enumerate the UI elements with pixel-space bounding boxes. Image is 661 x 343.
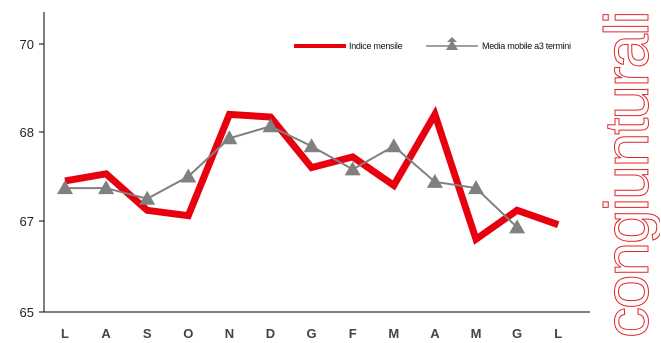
media-mobile-point	[262, 118, 279, 133]
x-tick-label: G	[512, 326, 522, 341]
y-tick-label: 65	[20, 305, 34, 320]
series-line-indice-mensile	[64, 105, 560, 245]
x-tick-label: S	[143, 326, 152, 341]
legend-marker-media-mobile	[447, 37, 457, 42]
media-mobile-point	[344, 161, 361, 176]
media-mobile-point	[180, 168, 197, 183]
series-layer	[57, 105, 560, 245]
x-tick-label: D	[266, 326, 275, 341]
media-mobile-point	[509, 219, 526, 234]
x-tick-label: F	[349, 326, 357, 341]
media-mobile-point	[98, 180, 115, 195]
x-tick-label: L	[554, 326, 562, 341]
x-tick-label: A	[430, 326, 440, 341]
line-chart: 65 67 68 70 L A S O N D G F M A M G L Indice mensile Me…	[20, 12, 590, 341]
x-tick-label: M	[388, 326, 399, 341]
x-tick-label: N	[225, 326, 234, 341]
legend-label-media-mobile: Media mobile a3 termini	[482, 41, 571, 51]
x-tick-label: L	[61, 326, 69, 341]
side-label-congiunturali: congiunturali	[596, 12, 660, 338]
y-tick-label: 68	[20, 125, 34, 140]
media-mobile-point	[468, 180, 484, 195]
legend-marker-media-mobile-base	[446, 40, 458, 50]
x-tick-label: A	[101, 326, 111, 341]
media-mobile-point	[385, 138, 402, 153]
y-axis: 65 67 68 70	[20, 12, 45, 320]
legend: Indice mensile Media mobile a3 termini	[294, 37, 571, 51]
media-mobile-point	[57, 180, 73, 195]
x-tick-label: G	[307, 326, 317, 341]
x-tick-label: O	[183, 326, 193, 341]
series-line-media-mobile	[65, 125, 518, 229]
x-tick-label: M	[471, 326, 482, 341]
y-tick-label: 67	[20, 214, 34, 229]
media-mobile-point	[426, 173, 443, 188]
media-mobile-point	[139, 190, 156, 205]
legend-label-indice-mensile: Indice mensile	[349, 41, 403, 51]
y-tick-label: 70	[20, 37, 34, 52]
media-mobile-point	[303, 138, 320, 153]
media-mobile-point	[221, 130, 238, 145]
